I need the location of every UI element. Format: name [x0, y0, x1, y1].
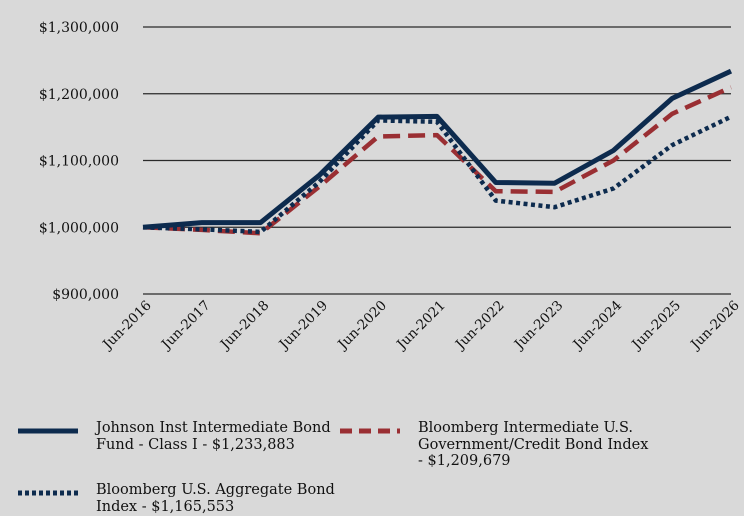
- x-tick-label: Jun-2016: [98, 298, 154, 354]
- x-tick-label: Jun-2024: [569, 298, 625, 354]
- legend-swatch-dotted: [18, 490, 78, 496]
- legend-swatch-dashed: [340, 428, 400, 434]
- y-tick-label: $1,300,000: [39, 20, 119, 36]
- x-tick-label: Jun-2025: [628, 298, 684, 354]
- legend-item-aggregate-index: Bloomberg U.S. Aggregate Bond Index - $1…: [18, 482, 335, 515]
- legend-label-intermediate-index: Bloomberg Intermediate U.S. Government/C…: [418, 420, 649, 469]
- legend-item-intermediate-index: Bloomberg Intermediate U.S. Government/C…: [340, 420, 648, 470]
- series-line-solid: [142, 68, 733, 230]
- x-tick-label: Jun-2018: [216, 298, 272, 354]
- y-tick-label: $1,200,000: [39, 87, 119, 103]
- gridlines: [143, 26, 731, 295]
- line-chart: $900,000 $1,000,000 $1,100,000 $1,200,000 $1…: [39, 20, 743, 354]
- x-tick-label: Jun-2017: [157, 298, 213, 354]
- series-line-dotted: [142, 114, 732, 235]
- x-tick-label: Jun-2022: [451, 298, 507, 354]
- x-tick-label: Jun-2026: [686, 298, 742, 354]
- legend-swatch-solid: [18, 428, 78, 434]
- x-tick-label: Jun-2019: [275, 298, 331, 354]
- legend: Johnson Inst Intermediate Bond Fund - Cl…: [0, 410, 744, 516]
- legend-item-fund: Johnson Inst Intermediate Bond Fund - Cl…: [18, 420, 331, 453]
- legend-label-aggregate-index: Bloomberg U.S. Aggregate Bond Index - $1…: [96, 482, 335, 515]
- x-tick-label: Jun-2023: [510, 298, 566, 354]
- x-tick-label: Jun-2021: [392, 298, 448, 354]
- series-lines: [142, 68, 733, 236]
- y-tick-label: $900,000: [52, 287, 119, 303]
- y-tick-label: $1,100,000: [39, 154, 119, 170]
- y-axis: $900,000 $1,000,000 $1,100,000 $1,200,000 $1…: [39, 20, 119, 303]
- series-line-dashed: [142, 85, 732, 236]
- x-axis: Jun-2016 Jun-2017 Jun-2018 Jun-2019 Jun-2020…: [98, 298, 742, 354]
- x-tick-label: Jun-2020: [334, 298, 390, 354]
- legend-label-fund: Johnson Inst Intermediate Bond Fund - Cl…: [96, 420, 331, 453]
- y-tick-label: $1,000,000: [39, 220, 119, 236]
